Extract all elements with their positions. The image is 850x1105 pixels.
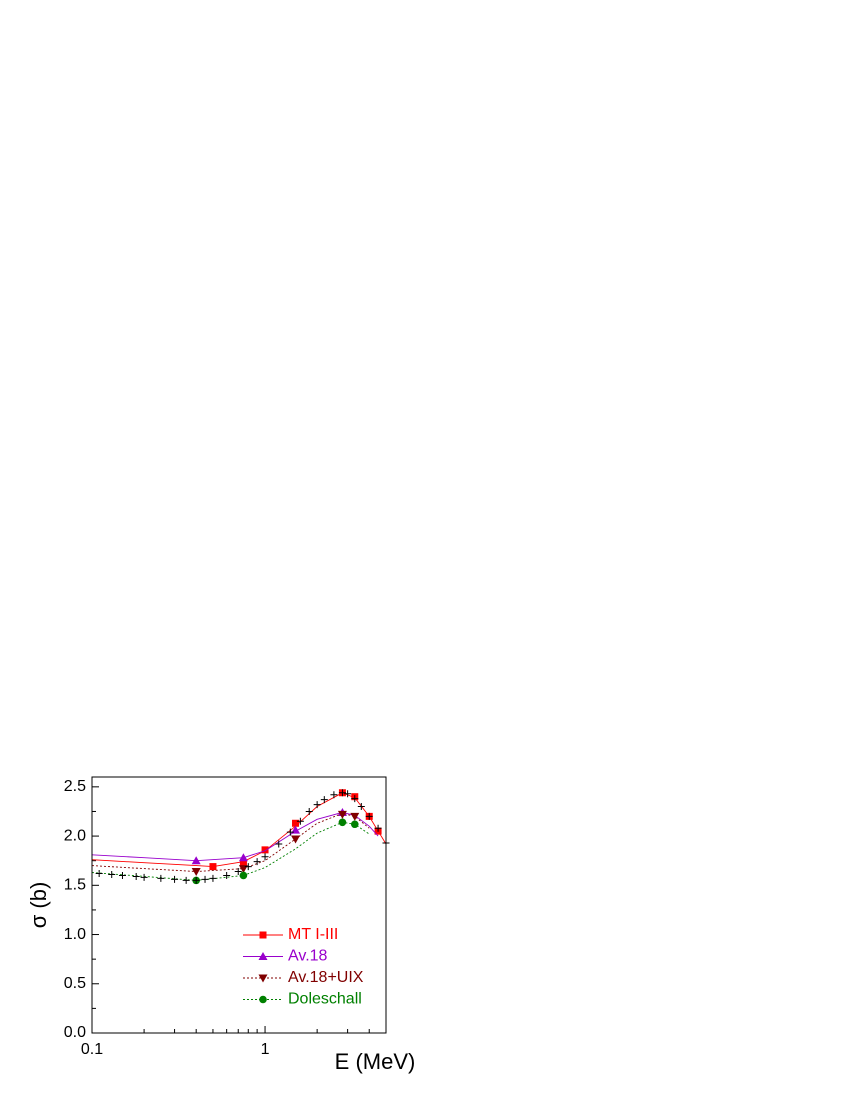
data-point [292,819,300,827]
data-point [330,791,338,799]
data-point [244,863,252,871]
legend-label: MT I-III [288,926,338,943]
y-tick-label: 1.5 [64,877,86,894]
data-point [140,873,148,881]
legend-marker [258,952,268,960]
plot-frame [91,776,387,1034]
data-point [337,810,347,819]
y-tick-label: 0.5 [64,975,86,992]
x-axis-label: E (MeV) [335,1049,416,1074]
data-point [192,876,200,884]
data-point [261,846,269,854]
data-point [238,853,248,862]
legend-marker [259,995,267,1004]
data-point [201,875,209,883]
data-point [209,863,217,871]
data-point [291,835,301,844]
legend-marker [259,931,267,939]
legend-label: Av.18 [288,948,328,965]
data-point [338,789,346,797]
data-point [357,803,365,811]
y-axis-label: σ (b) [26,882,51,929]
data-point [191,856,201,865]
data-point [351,795,359,803]
data-point [253,858,261,866]
x-tick-label: 1 [261,1041,270,1058]
data-point [350,820,359,829]
series-line [91,821,370,881]
legend-label: Av.18+UIX [288,969,364,986]
data-point [305,807,313,815]
y-tick-label: 0.0 [64,1024,86,1041]
data-point [286,828,294,836]
data-point [209,874,217,882]
data-point [365,812,373,820]
y-tick-label: 2.5 [64,778,86,795]
data-point [191,868,201,877]
data-point [338,818,347,827]
data-point [313,801,321,809]
data-point [296,817,304,825]
series-line [91,811,379,862]
data-point [95,869,103,877]
data-point [374,824,382,832]
legend-label: Doleschall [288,991,362,1008]
data-point [320,796,328,804]
series-line [91,812,370,872]
data-point [344,790,352,798]
data-point [118,871,126,879]
x-tick-label: 0.1 [81,1041,103,1058]
data-point [239,871,248,880]
data-point [171,875,179,883]
y-tick-label: 1.0 [64,926,86,943]
series-line [91,792,387,868]
data-point [132,872,140,880]
data-point [261,853,269,861]
data-point [350,812,360,821]
data-point [108,870,116,878]
data-point [157,874,165,882]
data-point [223,871,231,879]
data-point [234,868,242,876]
data-point [182,876,190,884]
data-point [239,860,247,868]
data-point [275,840,283,848]
legend-marker [258,974,268,983]
y-tick-label: 2.0 [64,827,86,844]
